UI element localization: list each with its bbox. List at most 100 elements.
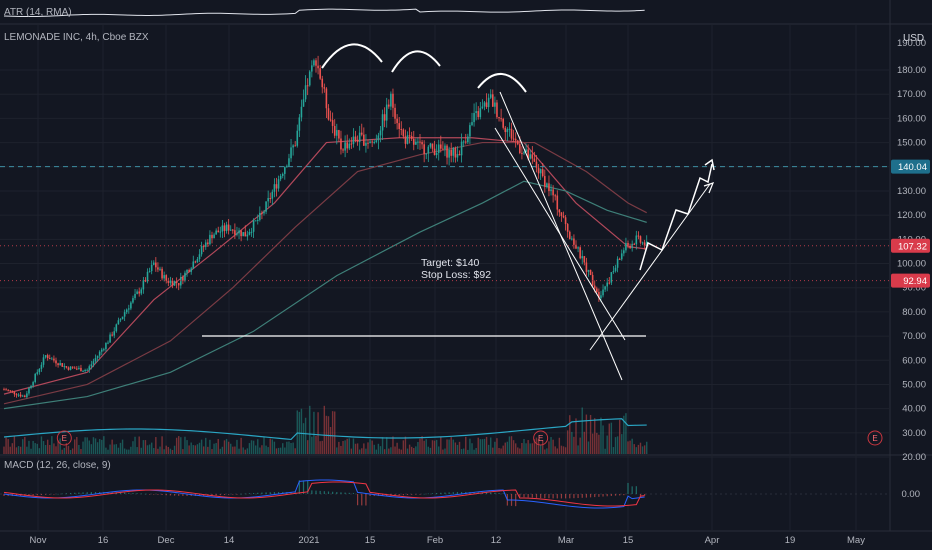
candle-body (554, 195, 556, 197)
volume-bar (288, 441, 290, 454)
macd-histogram-bar (198, 494, 201, 496)
volume-bar (558, 437, 561, 454)
candle-body (225, 224, 228, 231)
macd-pane (0, 479, 890, 509)
candle-body (336, 130, 338, 136)
candle-body (76, 368, 78, 370)
candle-body (73, 367, 76, 369)
candle-body (566, 224, 569, 232)
candle-body (319, 68, 321, 79)
candle-body (82, 370, 84, 372)
candle-body (182, 277, 184, 281)
price-tick-label: 100.00 (897, 259, 926, 270)
volume-bar (419, 438, 421, 454)
candle-body (433, 148, 436, 156)
candle-body (308, 71, 311, 86)
volume-bar (433, 440, 436, 454)
candle-body (618, 258, 621, 260)
volume-bar (157, 448, 159, 454)
candle-body (442, 148, 444, 150)
volume-bar (294, 448, 296, 454)
macd-histogram-bar (619, 494, 621, 496)
candle-body (396, 118, 398, 124)
volume-bar (417, 441, 419, 454)
volume-bar (485, 436, 488, 454)
volume-bar (259, 447, 261, 454)
macd-indicator-label[interactable]: MACD (12, 26, close, 9) (4, 460, 111, 471)
candle-body (431, 143, 434, 149)
time-tick-label: 14 (224, 535, 235, 546)
candle-body (546, 183, 548, 187)
volume-bar (452, 439, 454, 454)
volume-bar (223, 440, 226, 454)
volume-bar (344, 440, 346, 454)
volume-bar (200, 439, 203, 454)
candle-body (51, 358, 53, 360)
volume-bar (192, 445, 194, 454)
volume-bar (446, 439, 448, 454)
candle-body (556, 195, 559, 210)
candle-body (275, 184, 278, 189)
volume-bar (109, 444, 111, 454)
candle-body (150, 264, 153, 272)
candle-body (213, 234, 215, 239)
macd-histogram-bar (398, 494, 400, 496)
volume-bar (194, 445, 197, 454)
macd-histogram-bar (406, 494, 409, 495)
candle-body (610, 272, 613, 283)
candle-body (373, 142, 376, 144)
macd-histogram-bar (340, 492, 342, 494)
candle-body (229, 229, 232, 231)
candle-body (34, 373, 36, 383)
candle-body (348, 143, 351, 149)
candle-body (11, 390, 14, 392)
candle-body (548, 183, 550, 192)
candle-body (144, 280, 147, 282)
volume-bar (450, 437, 452, 454)
volume-bar (527, 440, 529, 454)
candle-body (560, 212, 563, 216)
volume-bar (105, 447, 107, 454)
volume-bar (88, 440, 90, 454)
macd-histogram-bar (161, 494, 163, 495)
candle-body (36, 372, 39, 374)
candle-body (165, 275, 168, 281)
macd-histogram-bar (548, 494, 550, 499)
volume-bar (59, 438, 61, 454)
macd-histogram-bar (552, 494, 554, 499)
macd-histogram-bar (257, 492, 259, 494)
volume-bar (317, 412, 319, 454)
candle-body (15, 394, 18, 396)
volume-bar (625, 413, 627, 454)
macd-histogram-bar (82, 492, 84, 494)
volume-bar (531, 443, 534, 454)
macd-histogram-bar (456, 492, 459, 494)
macd-histogram-bar (560, 494, 563, 499)
volume-bar (643, 445, 646, 454)
candle-body (317, 65, 319, 69)
macd-histogram-bar (531, 494, 533, 498)
candle-body (113, 331, 116, 336)
candle-body (323, 87, 326, 89)
candle-body (398, 123, 400, 129)
macd-histogram-bar (415, 494, 417, 495)
atr-indicator-label[interactable]: ATR (14, RMA) (4, 7, 72, 18)
macd-histogram-bar (94, 492, 97, 494)
volume-bar (240, 437, 242, 454)
candle-body (7, 390, 9, 392)
earnings-marker (867, 430, 883, 446)
volume-bar (383, 449, 386, 454)
macd-histogram-bar (490, 492, 492, 494)
macd-histogram-bar (556, 494, 558, 499)
candle-body (535, 161, 538, 168)
volume-bar (76, 436, 78, 454)
volume-bar (238, 448, 240, 454)
volume-bar (13, 436, 16, 454)
price-tag-label: 92.94 (903, 276, 927, 287)
volume-bar (342, 441, 344, 454)
volume-bar (542, 439, 544, 454)
currency-label[interactable]: USD (903, 33, 925, 44)
earnings-marker (533, 430, 549, 446)
